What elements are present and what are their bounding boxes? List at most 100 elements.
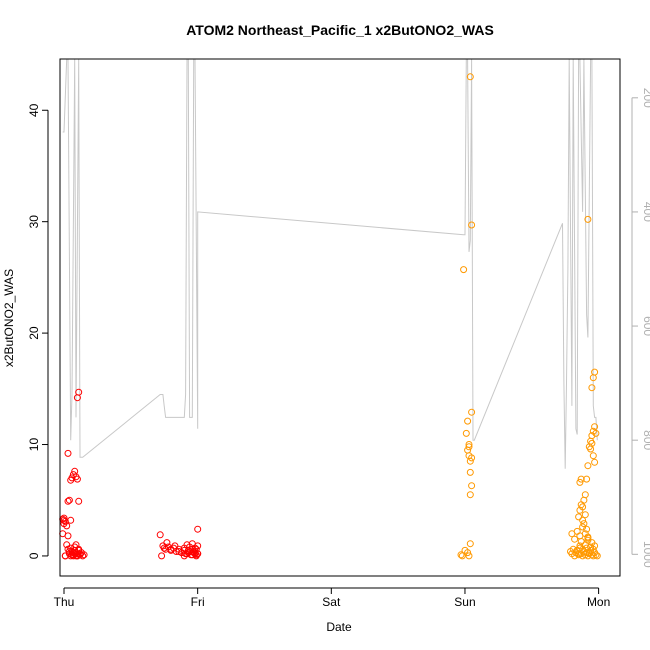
- data-point: [72, 541, 80, 549]
- data-point: [466, 457, 474, 465]
- x-tick-label: Fri: [191, 595, 205, 609]
- y2-tick-label: 800: [641, 430, 650, 450]
- data-point: [468, 482, 476, 490]
- plot-frame: [59, 58, 621, 577]
- y-tick-label: 20: [27, 326, 41, 340]
- data-point: [575, 550, 583, 558]
- data-point: [591, 458, 599, 466]
- x-tick-label: Thu: [54, 595, 75, 609]
- data-point: [73, 552, 81, 560]
- data-point: [584, 533, 592, 541]
- altitude-trace-line: [62, 58, 598, 469]
- data-point: [59, 530, 67, 538]
- data-point: [584, 462, 592, 470]
- data-point: [60, 516, 68, 524]
- data-point: [571, 552, 579, 560]
- axes-layer: Thu Fri Sat Sun Mon 0 10 20 30 40 200 400 600 800 1000: [27, 58, 650, 609]
- data-point: [462, 429, 470, 437]
- data-point: [588, 384, 596, 392]
- data-point: [593, 552, 601, 560]
- data-point: [583, 525, 591, 533]
- data-point: [584, 215, 592, 223]
- data-point: [583, 475, 591, 483]
- y-axis-label: x2ButONO2_WAS: [2, 269, 16, 367]
- data-point: [163, 539, 171, 547]
- data-point: [75, 497, 83, 505]
- y2-tick-label: 1000: [641, 541, 650, 568]
- data-point: [581, 491, 589, 499]
- data-point: [581, 511, 589, 519]
- data-point: [171, 542, 179, 550]
- y2-tick-label: 400: [641, 202, 650, 222]
- data-point: [61, 552, 69, 560]
- data-point: [592, 429, 600, 437]
- points-layer: [59, 73, 601, 560]
- data-point: [191, 550, 199, 558]
- data-point: [577, 475, 585, 483]
- data-point: [588, 432, 596, 440]
- data-point: [591, 423, 599, 431]
- data-point: [75, 388, 83, 396]
- data-point: [580, 520, 588, 528]
- data-point: [576, 478, 584, 486]
- data-point: [579, 516, 587, 524]
- data-point: [465, 443, 473, 451]
- x-tick-label: Sun: [454, 595, 475, 609]
- data-point: [591, 542, 599, 550]
- data-point: [579, 545, 587, 553]
- data-point: [466, 540, 474, 548]
- data-point: [175, 548, 183, 555]
- data-point: [579, 503, 587, 511]
- data-point: [80, 551, 88, 559]
- data-point: [160, 544, 168, 552]
- data-point: [466, 73, 474, 81]
- data-point: [466, 468, 474, 476]
- data-point: [194, 525, 202, 533]
- data-point: [577, 538, 585, 545]
- data-point: [589, 452, 597, 460]
- data-point: [588, 439, 596, 447]
- data-point: [64, 497, 72, 505]
- data-point: [584, 536, 592, 544]
- data-point: [460, 266, 468, 274]
- data-point: [466, 491, 474, 499]
- y-tick-label: 0: [27, 552, 41, 559]
- y-tick-label: 30: [27, 215, 41, 229]
- data-point: [468, 221, 476, 229]
- y2-tick-label: 200: [641, 88, 650, 108]
- data-point: [592, 551, 600, 559]
- data-point: [591, 368, 599, 376]
- data-point: [571, 535, 579, 543]
- data-point: [63, 522, 71, 530]
- data-point: [63, 541, 71, 549]
- x-axis-label: Date: [326, 620, 352, 634]
- data-point: [73, 475, 81, 483]
- data-point: [573, 527, 581, 535]
- data-point: [575, 513, 583, 521]
- data-point: [589, 545, 597, 553]
- data-point: [64, 545, 72, 553]
- data-point: [457, 551, 465, 559]
- chart-title: ATOM2 Northeast_Pacific_1 x2ButONO2_WAS: [186, 22, 494, 38]
- data-point: [167, 545, 175, 553]
- data-point: [194, 550, 202, 558]
- data-point: [192, 545, 200, 553]
- data-point: [67, 516, 75, 524]
- data-point: [156, 531, 164, 539]
- y-tick-label: 40: [27, 103, 41, 117]
- data-point: [464, 549, 472, 557]
- x-tick-label: Mon: [587, 595, 610, 609]
- altitude-trace-layer: [62, 58, 598, 469]
- data-point: [579, 523, 587, 531]
- y2-tick-label: 600: [641, 316, 650, 336]
- data-point: [465, 552, 473, 560]
- data-point: [64, 449, 72, 457]
- data-point: [468, 408, 476, 416]
- y-tick-label: 10: [27, 438, 41, 452]
- x-tick-label: Sat: [322, 595, 341, 609]
- data-point: [158, 552, 166, 560]
- data-point: [65, 496, 73, 504]
- data-point: [464, 417, 472, 425]
- data-point: [458, 552, 466, 560]
